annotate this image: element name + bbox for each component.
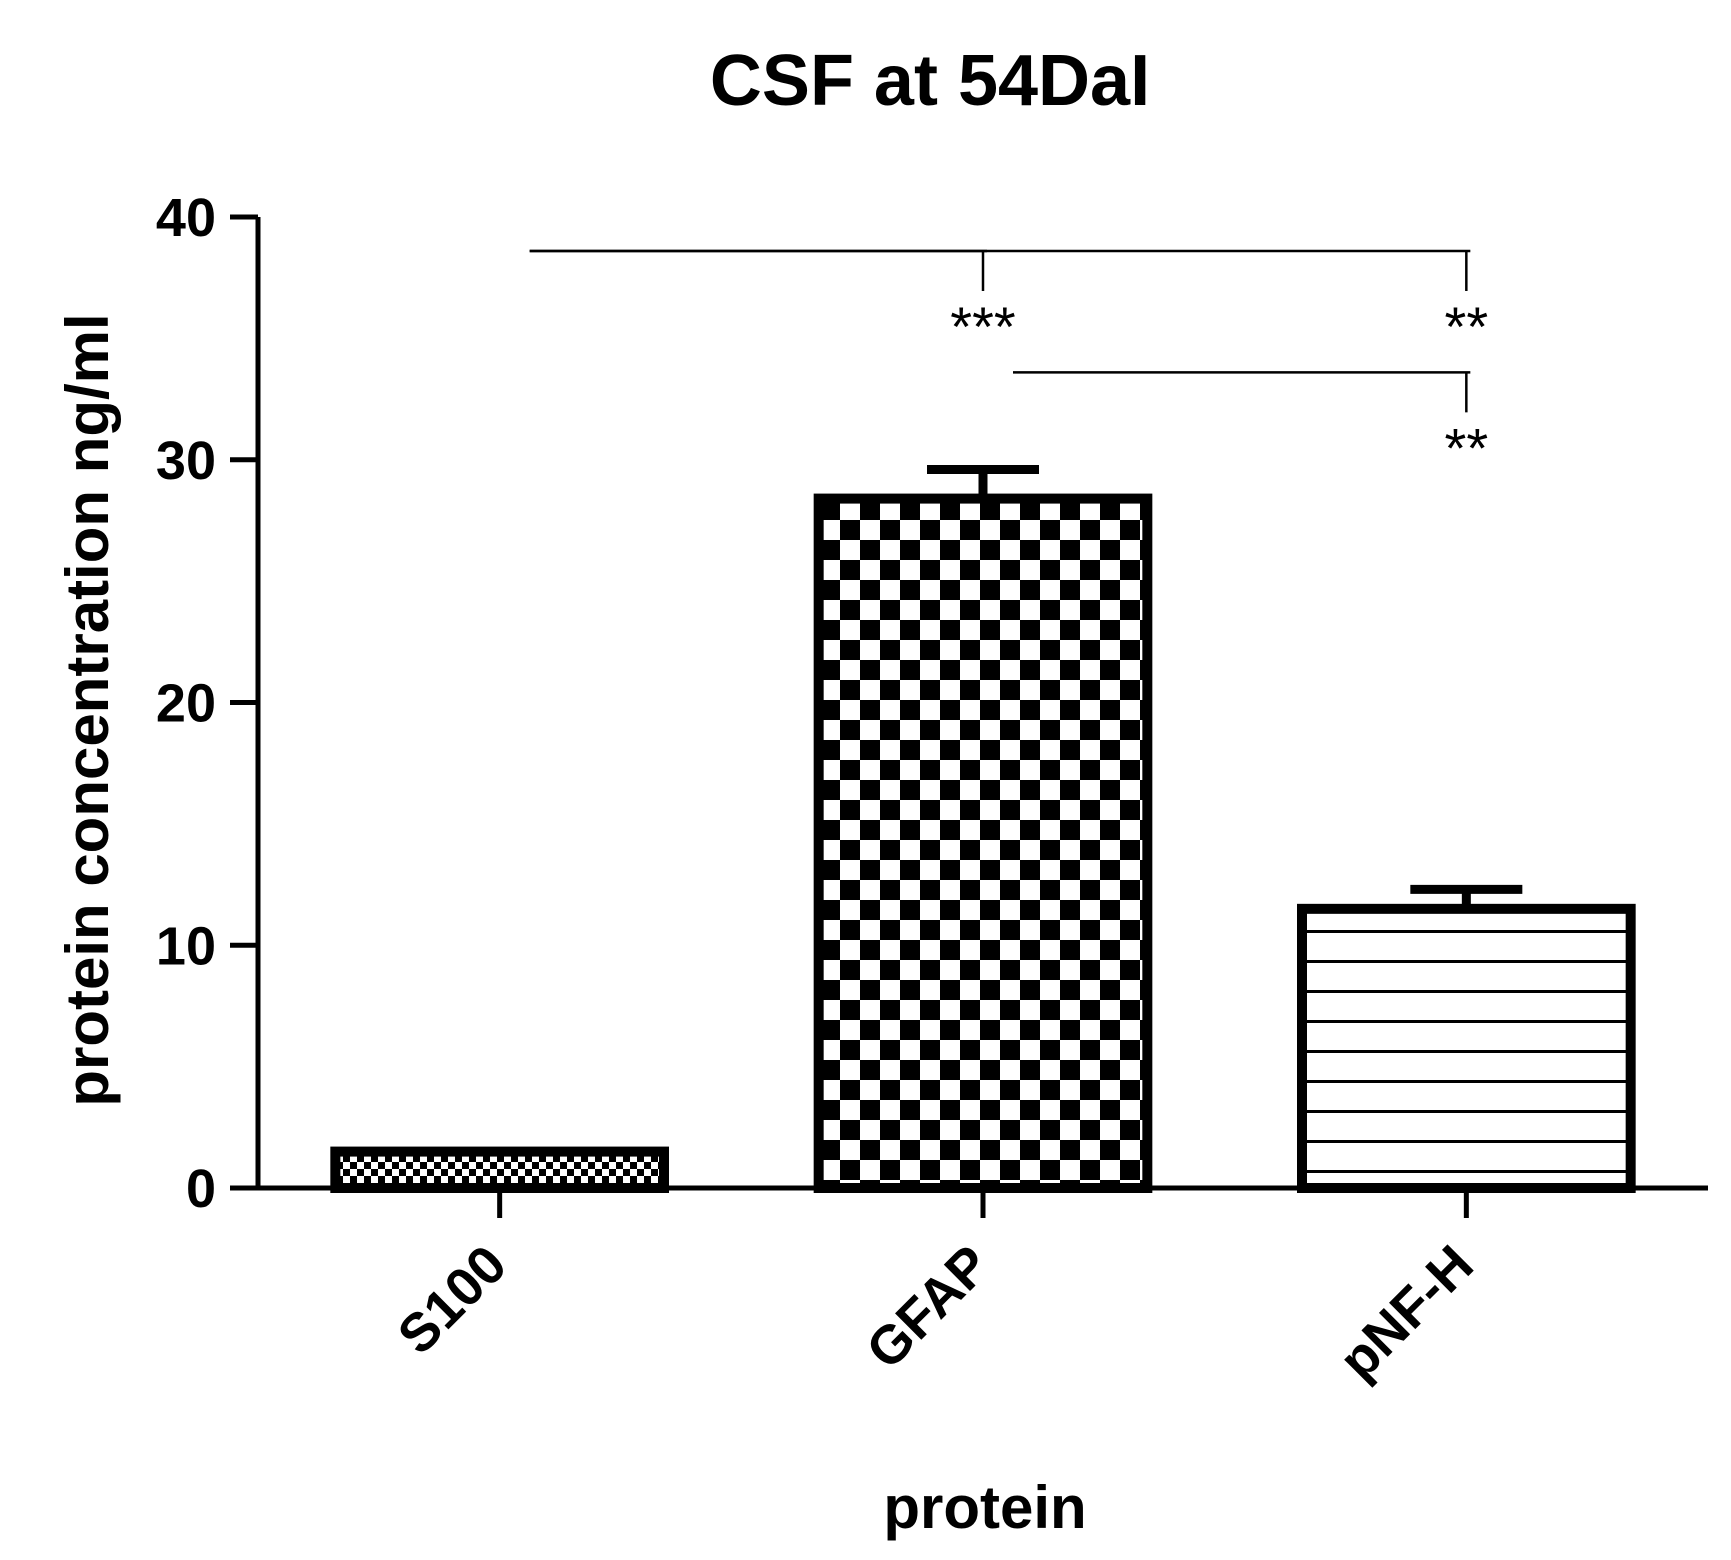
y-tick-label: 10	[156, 916, 216, 976]
y-tick-label: 0	[186, 1159, 216, 1219]
significance-label: ***	[950, 295, 1015, 358]
y-ticks: 0 10 20 30 40	[156, 188, 258, 1219]
x-tick-label: GFAP	[855, 1234, 1001, 1380]
bar-gfap	[813, 493, 1153, 1193]
x-tick-label: S100	[387, 1234, 519, 1366]
significance-label: **	[1445, 416, 1489, 479]
bars	[330, 464, 1636, 1194]
y-tick-label: 30	[156, 431, 216, 491]
bar-s100	[330, 1146, 669, 1194]
y-tick-label: 40	[156, 188, 216, 248]
x-tick-label: pNF-H	[1328, 1234, 1485, 1391]
bar-pnf-h	[1297, 903, 1636, 1194]
significance-annotations: *** ****	[529, 249, 1489, 479]
y-tick-label: 20	[156, 674, 216, 734]
significance-label: **	[1445, 295, 1489, 358]
y-axis-label: protein concentration ng/ml	[54, 313, 121, 1106]
chart-title: CSF at 54DaI	[710, 41, 1150, 121]
x-ticks: S100 GFAP pNF-H	[387, 1188, 1485, 1391]
x-axis-label: protein	[883, 1474, 1086, 1541]
